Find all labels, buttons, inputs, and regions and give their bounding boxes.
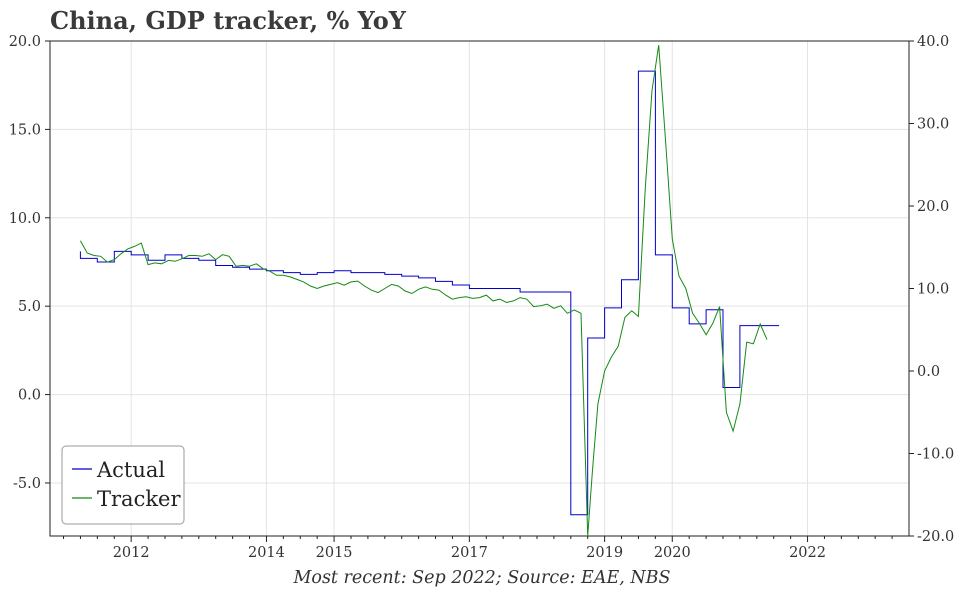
axes: 2012 2014 2015 2017 2019 2020 2022 20.0 15.0 10.0… bbox=[9, 34, 954, 561]
chart-title: China, GDP tracker, % YoY bbox=[50, 6, 406, 35]
y-right-tick-label: 40.0 bbox=[917, 34, 949, 50]
y-right-tick-label: 20.0 bbox=[917, 199, 949, 215]
y-left-tick-label: 10.0 bbox=[9, 211, 41, 227]
legend-label-actual: Actual bbox=[96, 458, 165, 482]
y-right-tick-label: 30.0 bbox=[917, 117, 949, 133]
legend-box bbox=[61, 445, 185, 525]
y-left-tick-label: 15.0 bbox=[9, 122, 41, 138]
x-tick-label: 2014 bbox=[248, 545, 285, 561]
y-left-tick-label: -5.0 bbox=[13, 476, 41, 492]
x-tick-label: 2012 bbox=[113, 545, 150, 561]
x-tick-label: 2022 bbox=[789, 545, 826, 561]
x-tick-label: 2019 bbox=[586, 545, 623, 561]
series-line-tracker bbox=[79, 45, 768, 537]
y-left-tick-label: 0.0 bbox=[18, 388, 41, 404]
series-lines bbox=[79, 45, 780, 537]
x-tick-label: 2020 bbox=[654, 545, 691, 561]
y-right-tick-label: -20.0 bbox=[917, 529, 954, 545]
legend: Actual Tracker bbox=[61, 445, 185, 525]
y-right-tick-label: 10.0 bbox=[917, 282, 949, 298]
legend-label-tracker: Tracker bbox=[97, 487, 181, 511]
y-right-tick-label: 0.0 bbox=[917, 364, 940, 380]
y-left-tick-label: 20.0 bbox=[9, 34, 41, 50]
y-right-tick-label: -10.0 bbox=[917, 447, 954, 463]
x-tick-label: 2015 bbox=[316, 545, 353, 561]
source-caption: Most recent: Sep 2022; Source: EAE, NBS bbox=[292, 568, 670, 588]
y-left-tick-label: 5.0 bbox=[18, 299, 41, 315]
series-line-actual bbox=[79, 70, 780, 516]
x-tick-label: 2017 bbox=[451, 545, 488, 561]
